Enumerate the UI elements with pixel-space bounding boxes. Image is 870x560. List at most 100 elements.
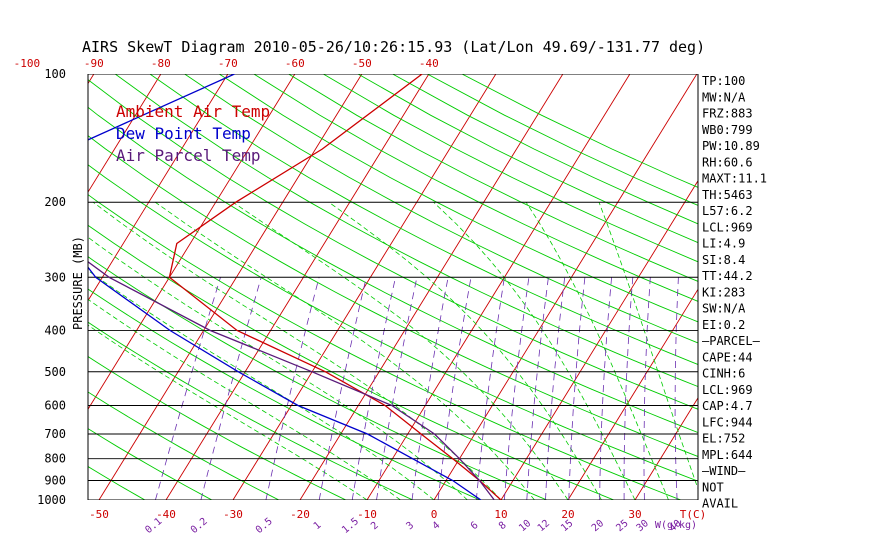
mixing-ratio-line [674,277,679,500]
index-entry: —PARCEL— [702,334,761,348]
dry-adiabat-line [0,74,78,500]
pressure-tick-label: 900 [44,474,66,488]
dry-adiabat-line [323,74,698,263]
isotherm-line [836,74,870,500]
bottom-temp-tick-label: 30 [628,508,641,521]
isotherm-line [165,74,430,500]
mixing-ratio-line [599,277,612,500]
legend-entry: Air Parcel Temp [116,146,261,165]
dry-adiabat-line [184,74,698,344]
dry-adiabat-line [253,74,698,302]
mixing-ratio-tick-label: 12 [536,518,552,534]
bottom-temp-tick-label: -10 [357,508,377,521]
isotherm-line [299,74,564,500]
mixing-ratio-line [545,277,566,500]
dry-adiabat-line [88,79,698,410]
index-entry: CINH:6 [702,367,745,381]
mixing-ratio-line [376,277,418,500]
series-line [168,74,502,500]
top-temp-tick-label: -60 [285,57,305,70]
mixing-ratio-line [568,277,586,500]
axes: 1002003004005006007008009001000-120-110-… [14,57,707,536]
top-temp-tick-label: -50 [352,57,372,70]
series-line [88,74,482,500]
pressure-tick-label: 800 [44,452,66,466]
top-temp-tick-label: -70 [218,57,238,70]
dry-adiabat-line [88,224,615,500]
bottom-temp-tick-label: 10 [494,508,507,521]
index-entry: EL:752 [702,432,745,446]
bottom-temp-tick-label: -50 [89,508,109,521]
bottom-temp-tick-label: -20 [290,508,310,521]
dry-adiabat-line [149,74,698,365]
legend: Ambient Air Temp Dew Point Temp Air Parcel… [116,102,270,165]
pressure-tick-label: 600 [44,398,66,412]
y-axis-label: PRESSURE (MB) [71,236,85,330]
moist-adiabat-line [88,269,435,500]
moist-adiabat-line [232,201,569,500]
index-entry: KI:283 [702,285,745,299]
series-lines [88,74,502,500]
dry-adiabat-line [88,428,213,500]
mixing-ratio-line [411,277,449,500]
index-entry: LFC:944 [702,415,753,429]
dry-adiabat-line [88,288,481,500]
moist-adiabat-line [433,201,636,500]
top-temp-tick-label: -100 [14,57,41,70]
mixing-ratio-line [475,277,505,500]
dry-adiabat-line [88,391,280,500]
isotherm-line [500,179,698,500]
index-entry: SW:N/A [702,302,746,316]
index-entry: LCL:969 [702,383,753,397]
isotherm-line [567,288,698,500]
top-temp-tick-label: -80 [151,57,171,70]
pressure-tick-label: 300 [44,270,66,284]
isotherm-line [0,74,27,500]
dry-adiabat-line [0,74,11,500]
bottom-temp-tick-label: 0 [431,508,438,521]
bottom-temp-tick-label: -30 [223,508,243,521]
pressure-tick-label: 500 [44,365,66,379]
index-entry: NOT [702,480,724,494]
mixing-ratio-tick-label: 6 [469,520,481,532]
mixing-ratio-line [155,277,221,500]
mixing-ratio-tick-label: 3 [405,520,417,532]
mixing-ratio-tick-label: 1 [312,520,324,532]
legend-entry: Dew Point Temp [116,124,251,143]
isotherm-line [366,74,631,500]
index-entry: AVAIL [702,497,738,511]
index-entry: WB0:799 [702,123,753,137]
dry-adiabat-line [218,74,698,323]
pressure-tick-label: 1000 [37,493,66,507]
bottom-temp-unit: T(C) [680,508,707,521]
index-entry: TP:100 [702,74,745,88]
mixing-ratio-tick-label: 8 [497,520,509,532]
top-temp-tick-label: -90 [84,57,104,70]
dry-adiabat-line [88,194,682,500]
index-entry: RH:60.6 [702,155,753,169]
mixing-ratio-tick-label: 4 [431,520,443,532]
mixing-ratio-tick-label: 0.5 [254,516,275,536]
index-entry: MAXT:11.1 [702,172,767,186]
isotherm-line [88,74,296,411]
series-line [88,261,495,500]
mixing-ratio-tick-label: 2 [369,520,381,532]
pressure-tick-label: 700 [44,427,66,441]
index-entry: L57:6.2 [702,204,753,218]
isotherm-line [88,74,162,193]
moist-adiabat-line [328,201,602,500]
index-entry: MW:N/A [702,90,746,104]
mixing-ratio-line [504,277,530,500]
stability-indices: TP:100 MW:N/A FRZ:883 WB0:799 PW:10.89 RH:60.… [702,74,767,511]
grid-lines [0,74,870,500]
isotherm-line [88,74,229,302]
index-entry: PW:10.89 [702,139,760,153]
index-entry: LI:4.9 [702,237,745,251]
mixing-ratio-unit: W(g/kg) [655,520,697,531]
pressure-tick-label: 400 [44,323,66,337]
isotherm-line [634,397,698,500]
dry-adiabat-line [427,74,698,206]
moist-adiabat-line [92,201,502,500]
mixing-ratio-tick-label: 0.2 [189,516,210,536]
dry-adiabat-line [288,74,698,282]
